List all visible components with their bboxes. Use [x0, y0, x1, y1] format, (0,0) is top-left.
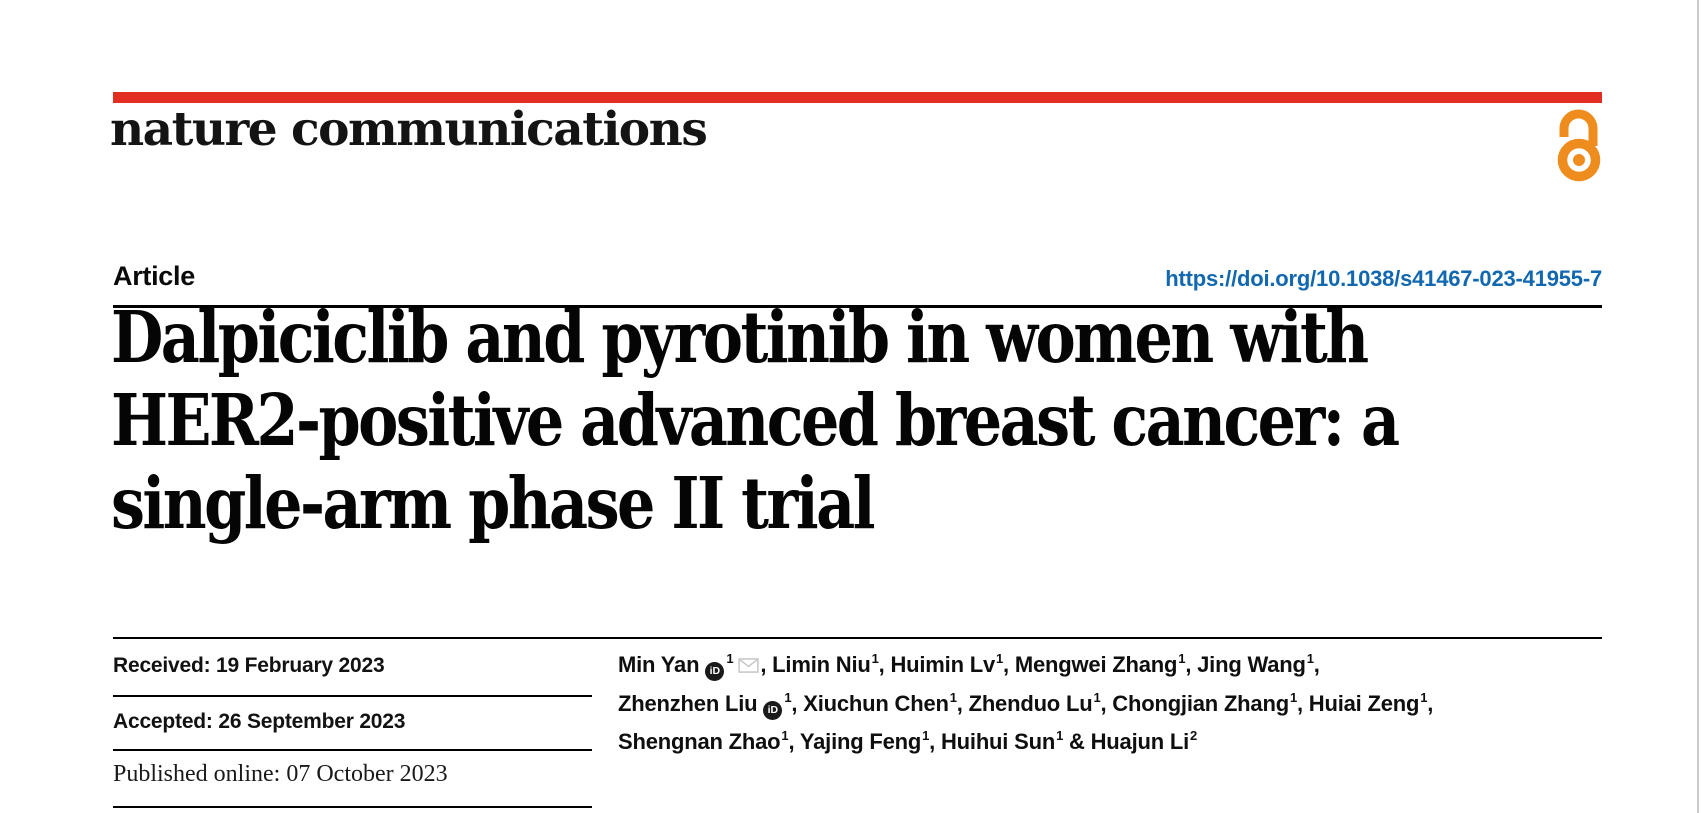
author-name-text: Zhenzhen Liu — [618, 691, 758, 716]
affiliation-superscript: 1 — [1178, 650, 1186, 666]
author-name-text: , Zhenduo Lu — [956, 691, 1093, 716]
author-name-text: , — [1313, 652, 1320, 677]
affiliation-superscript: 1 — [1093, 689, 1101, 705]
author-name-text: Shengnan Zhao — [618, 729, 781, 754]
affiliation-superscript: 1 — [871, 650, 879, 666]
title-line-1: Dalpiciclib and pyrotinib in women with — [111, 295, 1369, 379]
page-right-edge — [1697, 0, 1699, 813]
journal-logo: nature communications — [110, 102, 708, 157]
dates-divider-3 — [113, 806, 592, 808]
affiliation-superscript: 1 — [949, 689, 957, 705]
dates-divider-1 — [113, 695, 592, 697]
corresponding-author-envelope-icon[interactable] — [738, 647, 759, 685]
article-type-label: Article — [113, 261, 195, 291]
affiliation-superscript: 1 — [1420, 689, 1428, 705]
author-name-text: , Limin Niu — [760, 652, 871, 677]
author-name-text: , Huimin Lv — [878, 652, 996, 677]
affiliation-superscript: 1 — [1289, 689, 1297, 705]
author-name-text: , Mengwei Zhang — [1003, 652, 1178, 677]
author-list: Min Yan iD1, Limin Niu1, Huimin Lv1, Meng… — [618, 646, 1518, 761]
received-date: Received: 19 February 2023 — [113, 654, 385, 677]
author-name-text: , Jing Wang — [1185, 652, 1306, 677]
title-block-divider — [113, 637, 1602, 639]
author-name-text: , Huihui Sun — [929, 729, 1056, 754]
orcid-icon[interactable]: iD — [763, 701, 783, 720]
affiliation-superscript: 1 — [996, 650, 1004, 666]
author-name-text: , Huiai Zeng — [1296, 691, 1420, 716]
affiliation-superscript: 1 — [1306, 650, 1314, 666]
author-line-1: Min Yan iD1, Limin Niu1, Huimin Lv1, Meng… — [618, 646, 1518, 685]
author-name-text: Min Yan — [618, 652, 700, 677]
author-line-3: Shengnan Zhao1, Yajing Feng1, Huihui Sun… — [618, 723, 1518, 761]
doi-link[interactable]: https://doi.org/10.1038/s41467-023-41955… — [1165, 266, 1602, 291]
header-divider — [113, 305, 1602, 308]
author-name-text: & Huajun Li — [1063, 729, 1190, 754]
author-name-text: , Chongjian Zhang — [1100, 691, 1289, 716]
title-line-2: HER2-positive advanced breast cancer: a — [111, 378, 1400, 462]
dates-divider-2 — [113, 749, 592, 751]
orcid-icon[interactable]: iD — [705, 662, 725, 681]
author-line-2: Zhenzhen Liu iD1, Xiuchun Chen1, Zhenduo … — [618, 685, 1518, 723]
brand-accent-bar — [113, 92, 1602, 103]
title-line-3: single-arm phase II trial — [111, 461, 876, 545]
affiliation-superscript: 1 — [922, 727, 930, 743]
affiliation-superscript: 1 — [726, 650, 734, 666]
affiliation-superscript: 1 — [784, 689, 792, 705]
affiliation-superscript: 2 — [1190, 727, 1198, 743]
paper-title: Dalpiciclib and pyrotinib in women with … — [111, 295, 1400, 545]
author-name-text: , Yajing Feng — [788, 729, 922, 754]
affiliation-superscript: 1 — [781, 727, 789, 743]
accepted-date: Accepted: 26 September 2023 — [113, 710, 406, 733]
author-name-text: , — [1427, 691, 1434, 716]
affiliation-superscript: 1 — [1056, 727, 1064, 743]
author-name-text: , Xiuchun Chen — [791, 691, 949, 716]
open-access-lock-icon[interactable] — [1556, 109, 1602, 183]
published-online-date: Published online: 07 October 2023 — [113, 761, 448, 787]
